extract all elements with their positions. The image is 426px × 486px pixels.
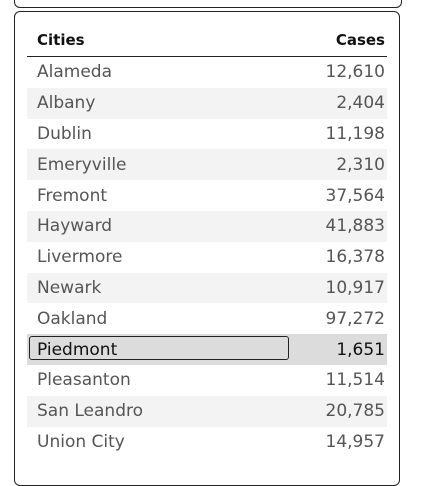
cases-cell: 14,957 bbox=[325, 431, 385, 452]
table-row[interactable]: Albany 2,404 bbox=[27, 87, 387, 119]
city-cell: Livermore bbox=[37, 247, 123, 268]
table-row[interactable]: Newark 10,917 bbox=[27, 272, 387, 304]
cases-cell: 2,310 bbox=[336, 154, 385, 175]
city-cell: Piedmont bbox=[37, 339, 118, 360]
cases-cell: 11,198 bbox=[325, 123, 385, 144]
cases-cell: 2,404 bbox=[336, 93, 385, 114]
table-row[interactable]: Pleasanton 11,514 bbox=[27, 365, 387, 396]
city-cell: Alameda bbox=[37, 62, 112, 83]
table-row[interactable]: Hayward 41,883 bbox=[27, 210, 387, 242]
city-cell: San Leandro bbox=[37, 401, 144, 422]
table-row[interactable]: Alameda 12,610 bbox=[27, 57, 387, 88]
cases-cell: 11,514 bbox=[325, 370, 385, 391]
city-cell: Emeryville bbox=[37, 154, 127, 175]
table-header: Cities Cases bbox=[27, 24, 387, 57]
city-cell: Albany bbox=[37, 93, 96, 114]
cases-cell: 16,378 bbox=[325, 247, 385, 268]
cases-cell: 1,651 bbox=[336, 339, 385, 360]
table-row[interactable]: Union City 14,957 bbox=[27, 427, 387, 458]
upper-panel-edge bbox=[14, 0, 402, 8]
table-row[interactable]: Emeryville 2,310 bbox=[27, 149, 387, 181]
cases-column-header[interactable]: Cases bbox=[335, 31, 385, 49]
cases-cell: 10,917 bbox=[325, 277, 385, 298]
cases-cell: 41,883 bbox=[325, 216, 385, 237]
city-cell: Dublin bbox=[37, 123, 92, 144]
cases-cell: 97,272 bbox=[325, 308, 385, 329]
city-cell: Pleasanton bbox=[37, 370, 131, 391]
table-row-selected[interactable]: Piedmont 1,651 bbox=[27, 334, 387, 365]
cases-cell: 12,610 bbox=[325, 62, 385, 83]
table-row[interactable]: Fremont 37,564 bbox=[27, 180, 387, 211]
city-cell: Oakland bbox=[37, 308, 108, 329]
cases-table-panel: Cities Cases Alameda 12,610 Albany 2,404… bbox=[14, 11, 400, 486]
city-cell: Hayward bbox=[37, 216, 113, 237]
table-row[interactable]: San Leandro 20,785 bbox=[27, 395, 387, 427]
cases-cell: 20,785 bbox=[325, 401, 385, 422]
city-cell: Union City bbox=[37, 431, 125, 452]
table-row[interactable]: Dublin 11,198 bbox=[27, 119, 387, 150]
city-cell: Fremont bbox=[37, 185, 108, 206]
cases-cell: 37,564 bbox=[325, 185, 385, 206]
city-cell: Newark bbox=[37, 277, 102, 298]
cities-column-header[interactable]: Cities bbox=[37, 31, 85, 49]
cases-table: Cities Cases Alameda 12,610 Albany 2,404… bbox=[27, 24, 387, 457]
table-row[interactable]: Livermore 16,378 bbox=[27, 242, 387, 273]
table-row[interactable]: Oakland 97,272 bbox=[27, 303, 387, 334]
